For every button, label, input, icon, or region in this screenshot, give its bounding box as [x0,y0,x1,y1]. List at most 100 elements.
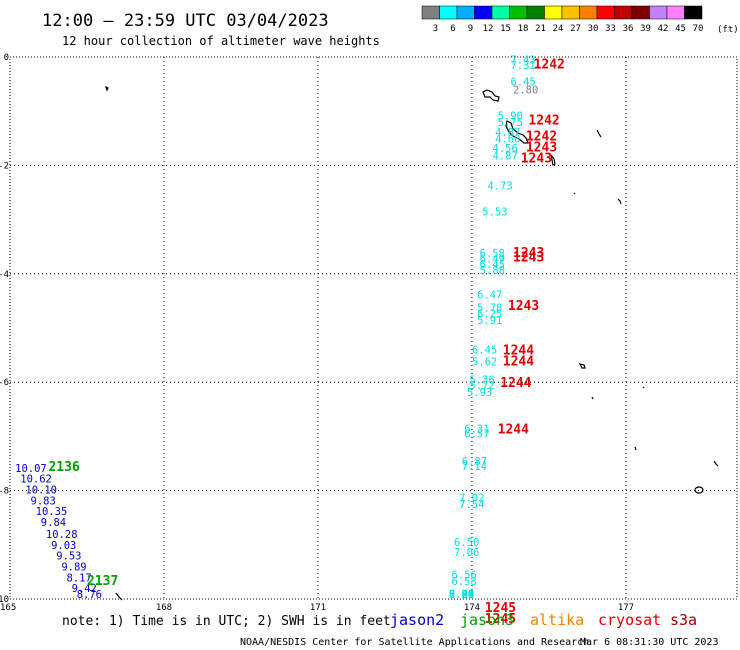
colorbar-label: 33 [605,24,616,34]
swh-value-label: 6.94 [449,589,474,601]
swh-value-label: 6.57 [464,429,489,441]
chart-title: 12:00 – 23:59 UTC 03/04/2023 [42,11,329,31]
colorbar-label: 39 [640,24,651,34]
swh-value-label: 7.20 [449,589,474,601]
swh-value-label: 7.31 [510,60,535,72]
swh-value-label: 6.49 [480,254,505,266]
x-tick-label: 171 [310,603,326,613]
plot-frame [9,56,738,600]
plot-area: 165 168 171 174 177 0 -2 -4 -6 -8 -10 7.437.31 6.45… [0,53,738,627]
pass-labels: 1242124212421243124312431243124312441244… [48,58,564,627]
colorbar-label: 15 [500,24,511,34]
swh-value-label: 9.53 [56,551,81,563]
swh-value-label: 9.42 [72,583,97,595]
island-shape [642,386,645,389]
colorbar-swatch [526,5,545,20]
colorbar-label: 24 [553,24,564,34]
chart-subtitle: 12 hour collection of altimeter wave hei… [62,34,380,48]
footer-timestamp: Mar 6 08:31:30 UTC 2023 [580,637,718,648]
colorbar-swatch [456,5,475,20]
pass-number-label: 1242 [528,113,559,128]
pass-number-label: 1245 [485,601,516,616]
colorbar-label: 45 [675,24,686,34]
pass-number-label: 1242 [526,130,557,145]
swh-value-label: 9.83 [31,495,56,507]
swh-value-label: 5.93 [467,387,492,399]
y-tick-label: 0 [4,53,9,63]
legend-s3a: s3a [670,611,697,629]
colorbar-swatch [614,5,633,20]
swh-value-label: 6.45 [472,345,497,357]
pass-number-label: 1243 [513,250,544,265]
colorbar-swatch [684,5,703,20]
footer-credit: NOAA/NESDIS Center for Satellite Applica… [240,637,589,648]
pass-number-label: 1243 [508,299,539,314]
swh-value-label: 9.03 [51,540,76,552]
legend-altika: altika [530,611,584,629]
pass-number-label: 2136 [48,460,79,475]
colorbar-swatch [649,5,668,20]
island-shape [573,192,576,195]
colorbar-label: 12 [483,24,494,34]
axis-ticks: 165 168 171 174 177 0 -2 -4 -6 -8 -10 [0,53,634,613]
swh-value-label: 5.78 [477,302,502,314]
swh-value-label: 7.25 [449,589,474,601]
swh-value-label: 6.81 [449,589,474,601]
swh-value-label: 4.73 [487,180,512,192]
colorbar-swatch [596,5,615,20]
colorbar-swatch [474,5,493,20]
island-outlines [104,85,719,601]
colorbar: 3 6 9 12 15 18 21 24 27 30 33 36 39 42 45 70 [421,5,704,34]
colorbar-swatch [579,5,598,20]
swh-value-label: 7.54 [459,499,484,511]
satellite-legend: jason2 jason3 altika cryosat s3a [390,611,697,629]
colorbar-label: 6 [450,24,455,34]
colorbar-label: 9 [468,24,473,34]
colorbar-swatch [439,5,458,20]
pass-number-label: 1245 [485,612,516,627]
swh-value-label: 7.43 [510,55,535,67]
swh-value-label: 5.75 [498,117,523,129]
colorbar-swatch [509,5,528,20]
swh-value-label: 10.07 [15,463,47,475]
swh-value-label: 7.02 [459,493,484,505]
colorbar-label: 18 [518,24,529,34]
island-shape [694,486,704,494]
pass-number-label: 1244 [500,376,531,391]
swh-value-label: 5.36 [469,374,494,386]
y-tick-label: -2 [0,161,9,171]
legend-cryosat: cryosat [598,611,661,629]
y-tick-label: -4 [0,270,9,280]
colorbar-label: 27 [570,24,581,34]
swh-value-label: 5.90 [498,111,523,123]
island-shape [115,592,123,601]
island-shape [505,120,529,144]
colorbar-label: 70 [693,24,704,34]
colorbar-label: 42 [658,24,669,34]
swh-value-label: 10.62 [20,474,52,486]
colorbar-swatch [631,5,650,20]
island-shape [550,154,556,166]
swh-value-label: 6.58 [480,248,505,260]
pass-number-label: 1244 [503,344,534,359]
swh-value-label: 9.89 [61,561,86,573]
swh-value-label: 5.53 [482,206,507,218]
swh-value-label: 6.58 [451,576,476,588]
swh-value-label: 9.84 [41,517,66,529]
legend-jason2: jason2 [390,611,444,629]
swh-value-label: 6.56 [451,570,476,582]
y-tick-label: -10 [0,595,9,605]
y-tick-label: -6 [0,378,9,388]
swh-value-label: 5.62 [472,357,497,369]
pass-number-label: 1244 [498,422,529,437]
swh-value-label: 4.60 [495,133,520,145]
swh-value-label: 7.14 [462,461,487,473]
colorbar-label: 36 [623,24,634,34]
swh-values: 7.437.316.455.905.754.874.604.564.874.73… [15,55,538,601]
x-tick-label: 165 [0,603,16,613]
island-shape [578,363,586,369]
swh-value-label: 6.25 [477,308,502,320]
colorbar-swatch [666,5,685,20]
colorbar-label: 21 [535,24,546,34]
